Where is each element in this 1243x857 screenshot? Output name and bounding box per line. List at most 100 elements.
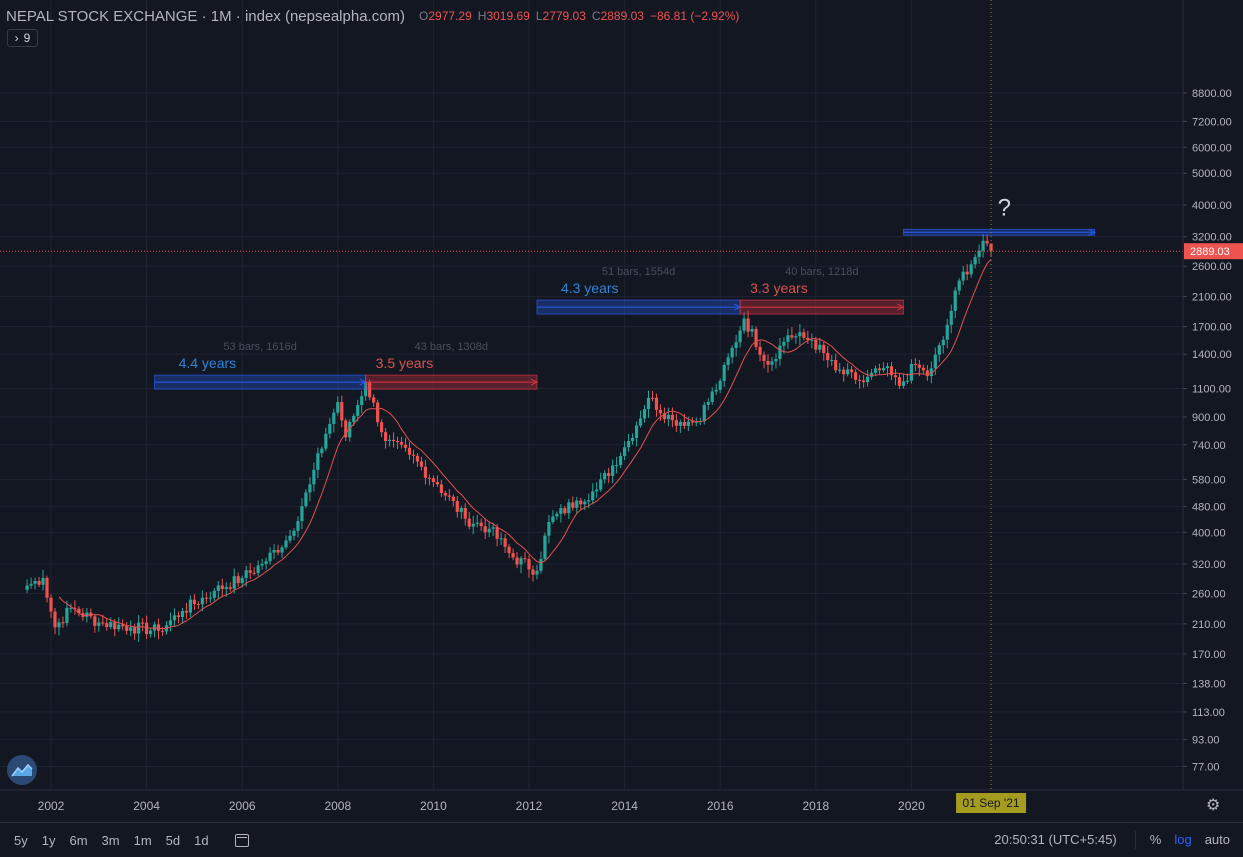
price-tick-label: 900.00 bbox=[1192, 412, 1226, 424]
candle-body bbox=[929, 368, 933, 377]
candle-body bbox=[658, 409, 663, 414]
candle-body bbox=[690, 421, 694, 423]
measure-arrow-head bbox=[897, 303, 905, 311]
candle-body bbox=[284, 540, 288, 548]
price-tick-label: 93.00 bbox=[1192, 735, 1220, 747]
candle-body bbox=[423, 466, 428, 478]
price-tick-label: 2100.00 bbox=[1192, 292, 1232, 304]
settings-gear-icon[interactable]: ⚙ bbox=[1206, 797, 1221, 814]
candle-body bbox=[57, 622, 61, 628]
candle-body bbox=[344, 420, 348, 438]
candle-body bbox=[543, 535, 547, 559]
candle-body bbox=[372, 397, 376, 403]
measure-stats-label: 43 bars, 1308d bbox=[415, 341, 488, 353]
percent-scale-toggle[interactable]: % bbox=[1149, 832, 1162, 847]
candle-body bbox=[527, 559, 531, 570]
time-axis-bg bbox=[0, 790, 1243, 822]
symbol-title[interactable]: NEPAL STOCK EXCHANGE · 1M · index (nepse… bbox=[6, 7, 406, 25]
time-tick-label: 2012 bbox=[516, 799, 543, 813]
candle-body bbox=[555, 513, 559, 517]
candle-body bbox=[989, 243, 993, 252]
candle-body bbox=[750, 329, 754, 332]
candle-body bbox=[694, 421, 698, 423]
candle-body bbox=[714, 389, 718, 392]
candle-body bbox=[575, 500, 579, 508]
price-tick-label: 480.00 bbox=[1192, 501, 1226, 513]
price-tick-label: 1100.00 bbox=[1192, 383, 1231, 395]
candle-body bbox=[415, 455, 420, 462]
candle-body bbox=[65, 607, 69, 623]
candle-body bbox=[985, 240, 989, 244]
candle-body bbox=[69, 607, 73, 609]
candle-body bbox=[802, 332, 806, 338]
price-chart[interactable]: 4.4 years 53 bars, 1616d 3.5 years 43 bars,… bbox=[0, 0, 1243, 822]
toolbar-divider bbox=[1134, 830, 1136, 849]
candle-body bbox=[360, 396, 364, 405]
candle-body bbox=[156, 624, 161, 631]
candle-body bbox=[479, 522, 483, 527]
range-1m-button[interactable]: 1m bbox=[133, 832, 152, 848]
range-1d-button[interactable]: 1d bbox=[194, 832, 209, 848]
range-1y-button[interactable]: 1y bbox=[41, 832, 56, 848]
range-5y-button[interactable]: 5y bbox=[14, 832, 28, 848]
tradingview-logo-icon[interactable] bbox=[7, 755, 37, 785]
clock-timezone[interactable]: 20:50:31 (UTC+5:45) bbox=[994, 832, 1117, 847]
candle-body bbox=[176, 615, 181, 618]
candle-body bbox=[611, 465, 615, 476]
candle-body bbox=[491, 527, 495, 529]
calendar-goto-icon[interactable] bbox=[234, 833, 249, 847]
range-5d-button[interactable]: 5d bbox=[165, 832, 181, 848]
candle-body bbox=[854, 372, 858, 380]
candle-body bbox=[300, 506, 304, 522]
candle-body bbox=[738, 330, 742, 343]
candle-body bbox=[726, 357, 730, 366]
ohlc-high: H3019.69 bbox=[477, 9, 530, 23]
price-tick-label: 580.00 bbox=[1192, 474, 1226, 486]
candle-body bbox=[280, 547, 284, 553]
candle-body bbox=[387, 439, 392, 442]
candle-body bbox=[666, 414, 671, 420]
candle-body bbox=[941, 339, 945, 346]
candle-body bbox=[125, 626, 129, 631]
price-tick-label: 7200.00 bbox=[1192, 116, 1232, 128]
indicators-toggle-button[interactable]: › 9 bbox=[7, 29, 38, 47]
candle-body bbox=[85, 612, 89, 617]
candle-body bbox=[288, 535, 292, 541]
candle-body bbox=[188, 599, 193, 613]
price-tick-label: 1400.00 bbox=[1192, 349, 1232, 361]
bottom-toolbar: 5y 1y 6m 3m 1m 5d 1d 20:50:31 (UTC+5:45)… bbox=[0, 822, 1243, 857]
candle-body bbox=[961, 271, 965, 281]
candle-body bbox=[483, 526, 487, 533]
candle-body bbox=[913, 363, 917, 365]
question-mark-label: ? bbox=[998, 194, 1011, 221]
candle-body bbox=[53, 611, 57, 628]
candle-body bbox=[511, 553, 515, 558]
candle-body bbox=[973, 257, 977, 265]
auto-scale-toggle[interactable]: auto bbox=[1204, 832, 1230, 847]
candle-body bbox=[105, 623, 109, 628]
candle-body bbox=[467, 518, 471, 527]
candle-body bbox=[384, 432, 388, 442]
candle-body bbox=[208, 597, 212, 599]
candle-body bbox=[129, 627, 133, 631]
candle-body bbox=[380, 422, 384, 433]
log-scale-toggle[interactable]: log bbox=[1174, 832, 1192, 847]
candle-body bbox=[547, 521, 551, 536]
price-tick-label: 740.00 bbox=[1192, 440, 1226, 452]
candle-body bbox=[746, 318, 750, 332]
candle-body bbox=[403, 444, 408, 448]
candle-body bbox=[630, 437, 635, 442]
range-6m-button[interactable]: 6m bbox=[69, 832, 88, 848]
candle-body bbox=[567, 502, 571, 514]
candle-body bbox=[901, 381, 906, 386]
candle-body bbox=[778, 345, 782, 359]
range-3m-button[interactable]: 3m bbox=[101, 832, 120, 848]
price-tick-label: 320.00 bbox=[1192, 559, 1226, 571]
candle-body bbox=[228, 587, 232, 589]
last-price-badge bbox=[1184, 243, 1243, 260]
candle-body bbox=[850, 369, 854, 373]
candle-body bbox=[654, 397, 659, 410]
ohlc-change: −86.81 (−2.92%) bbox=[649, 9, 740, 23]
candle-body bbox=[244, 570, 248, 578]
candle-body bbox=[252, 572, 256, 574]
